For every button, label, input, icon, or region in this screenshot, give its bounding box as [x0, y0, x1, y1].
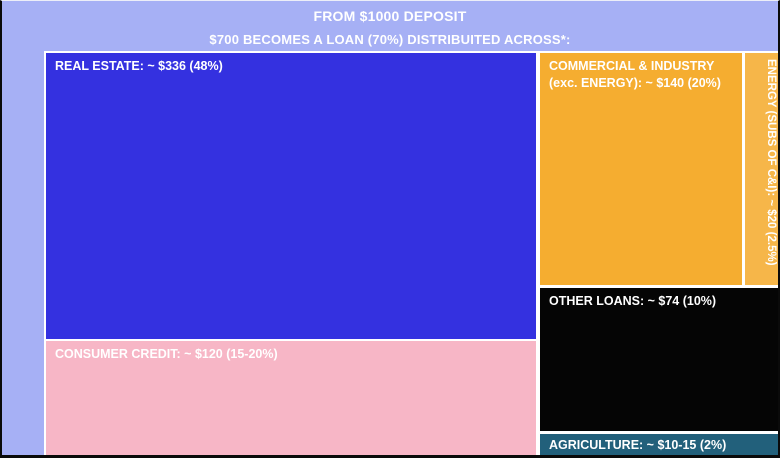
treemap-cell-other-loans: OTHER LOANS: ~ $74 (10%)	[540, 288, 778, 431]
cell-label-agriculture: AGRICULTURE: ~ $10-15 (2%)	[549, 438, 727, 452]
cell-label-other-loans: OTHER LOANS: ~ $74 (10%)	[549, 294, 717, 308]
treemap-cell-agriculture: AGRICULTURE: ~ $10-15 (2%)	[540, 434, 778, 455]
chart-title: FROM $1000 DEPOSIT	[313, 8, 467, 24]
cell-label-consumer-credit: CONSUMER CREDIT: ~ $120 (15-20%)	[55, 347, 278, 361]
treemap-cell-consumer-credit: CONSUMER CREDIT: ~ $120 (15-20%)	[46, 341, 536, 455]
treemap-cell-energy: ENERGY (SUBS OF C&I): ~ $20 (2.5%)	[745, 53, 778, 285]
chart-subtitle: $700 BECOMES A LOAN (70%) DISTRIBUITED A…	[209, 32, 571, 47]
cell-label-energy: ENERGY (SUBS OF C&I): ~ $20 (2.5%)	[765, 59, 777, 266]
treemap-cell-commercial-industry: COMMERCIAL & INDUSTRY (exc. ENERGY): ~ $…	[540, 53, 742, 285]
cell-label-commercial-industry: COMMERCIAL & INDUSTRY (exc. ENERGY): ~ $…	[549, 59, 721, 90]
treemap-cell-real-estate: REAL ESTATE: ~ $336 (48%)	[46, 53, 536, 339]
treemap-board: REAL ESTATE: ~ $336 (48%) CONSUMER CREDI…	[44, 51, 778, 455]
cell-label-real-estate: REAL ESTATE: ~ $336 (48%)	[55, 59, 223, 73]
